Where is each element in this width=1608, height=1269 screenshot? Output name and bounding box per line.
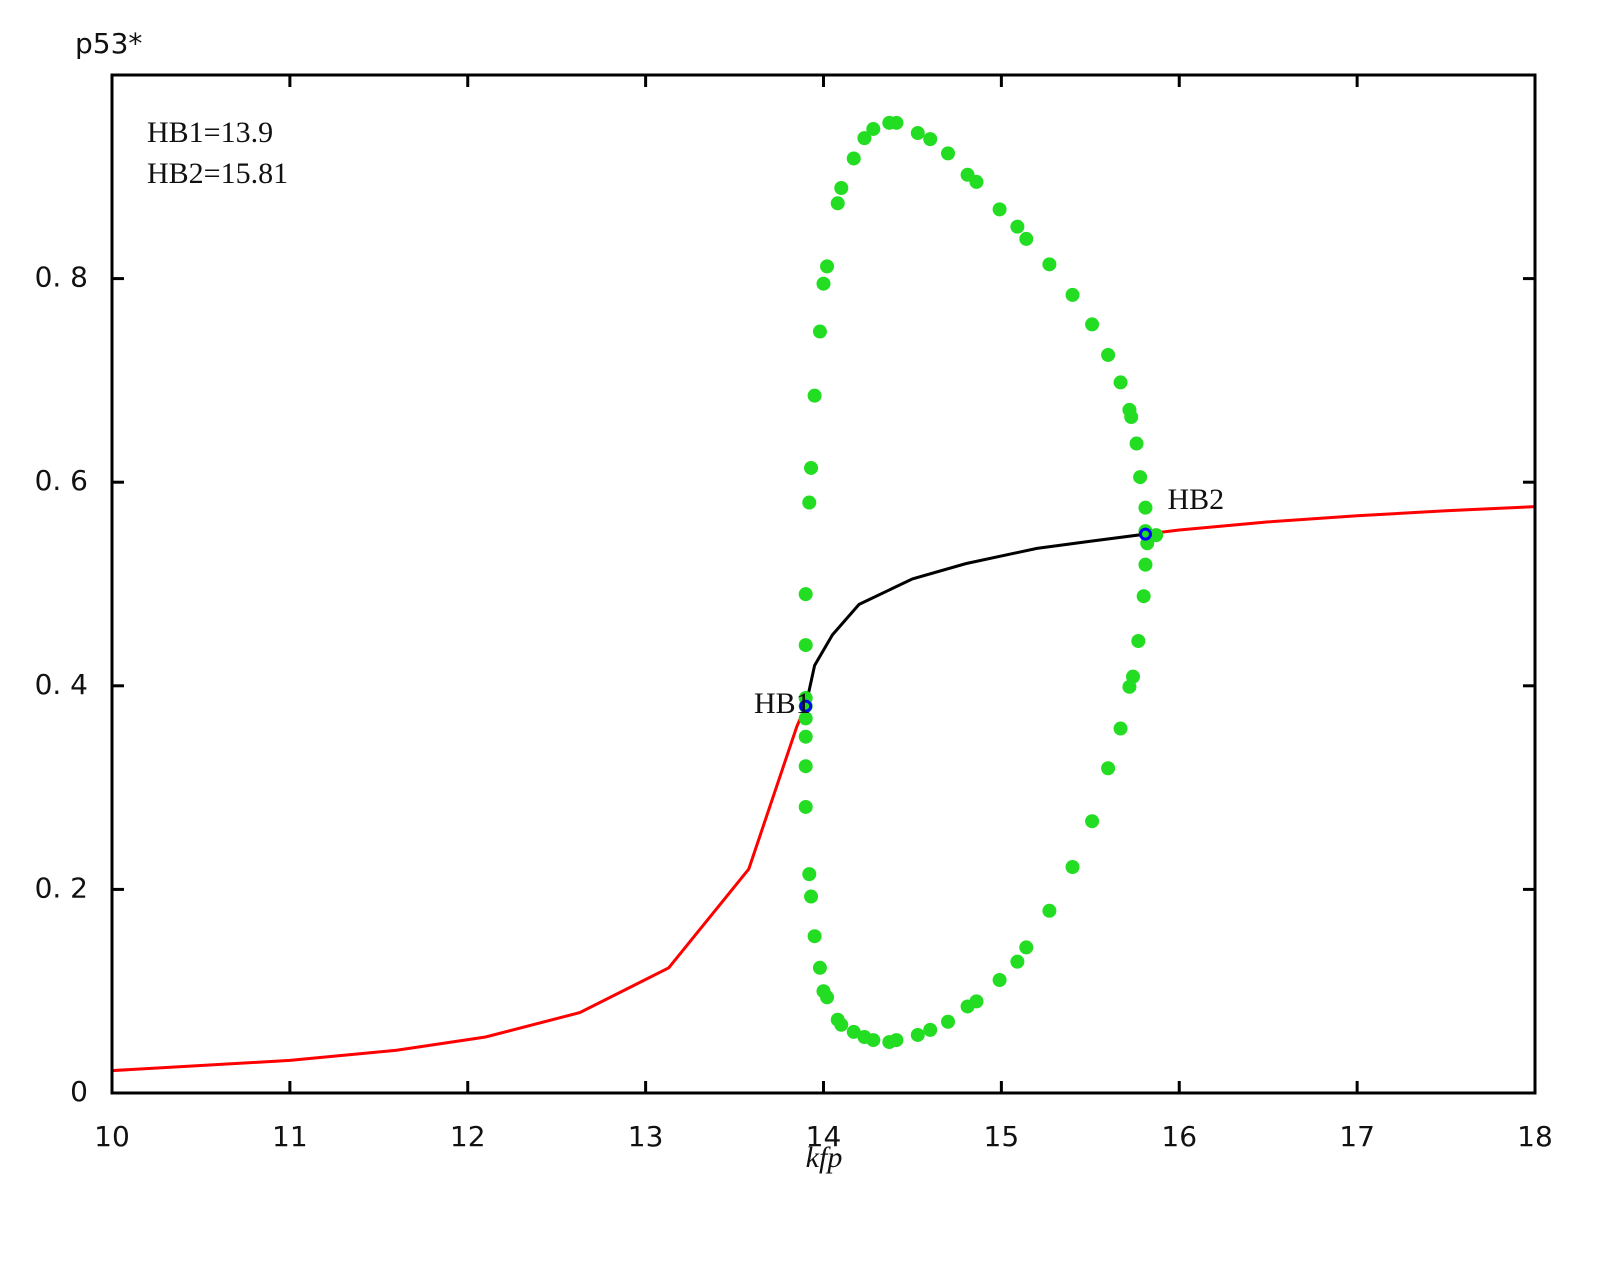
cycle-point xyxy=(1042,257,1057,272)
cycle-point xyxy=(804,889,819,904)
cycle-point xyxy=(1085,814,1100,829)
cycle-point xyxy=(802,867,817,882)
y-tick-label: 0 xyxy=(70,1075,88,1108)
hopf-label: HB2 xyxy=(1167,483,1224,516)
cycle-point xyxy=(857,131,872,146)
x-tick-label: 16 xyxy=(1161,1120,1197,1153)
cycle-point xyxy=(812,324,827,339)
x-tick-label: 13 xyxy=(628,1120,664,1153)
y-axis-label: p53* xyxy=(75,27,142,60)
cycle-point xyxy=(857,1030,872,1045)
cycle-point xyxy=(941,146,956,161)
cycle-point xyxy=(1113,721,1128,736)
cycle-point xyxy=(834,180,849,195)
cycle-point xyxy=(846,151,861,166)
cycle-point xyxy=(960,999,975,1014)
x-tick-label: 12 xyxy=(450,1120,486,1153)
cycle-point xyxy=(820,259,835,274)
cycle-point xyxy=(1010,954,1025,969)
y-tick-label: 0. 6 xyxy=(35,464,88,497)
cycle-point xyxy=(802,495,817,510)
cycle-point xyxy=(830,1012,845,1027)
cycle-point xyxy=(923,132,938,147)
cycle-point xyxy=(969,174,984,189)
annotation: HB1=13.9 xyxy=(147,116,273,149)
cycle-point xyxy=(1010,219,1025,234)
branch-line xyxy=(1145,505,1536,536)
x-tick-label: 14 xyxy=(806,1120,842,1153)
plot-frame xyxy=(110,73,1537,1095)
cycle-point xyxy=(798,711,813,726)
cycle-point xyxy=(798,759,813,774)
cycle-point xyxy=(1085,317,1100,332)
cycle-point xyxy=(941,1014,956,1029)
cycle-point xyxy=(816,984,831,999)
branch-line xyxy=(111,705,808,1073)
annotation: HB2=15.81 xyxy=(147,157,288,190)
cycle-point xyxy=(882,1035,897,1050)
cycle-point xyxy=(1149,528,1164,543)
x-tick-label: 18 xyxy=(1517,1120,1553,1153)
cycle-point xyxy=(1124,410,1139,425)
cycle-point xyxy=(798,638,813,653)
cycle-point xyxy=(798,799,813,814)
cycle-point xyxy=(1065,860,1080,875)
cycle-point xyxy=(910,126,925,141)
cycle-point xyxy=(992,202,1007,217)
cycle-point xyxy=(830,196,845,211)
cycle-point xyxy=(992,973,1007,988)
cycle-point xyxy=(889,115,904,130)
hopf-point xyxy=(1138,527,1152,541)
x-tick-label: 17 xyxy=(1339,1120,1375,1153)
x-axis-label: kfp xyxy=(806,1141,843,1174)
cycle-point xyxy=(1101,761,1116,776)
y-tick-label: 0. 4 xyxy=(35,668,88,701)
cycle-point xyxy=(1138,557,1153,572)
hopf-point xyxy=(799,699,813,713)
cycle-point xyxy=(804,460,819,475)
cycle-point xyxy=(812,960,827,975)
x-tick-label: 11 xyxy=(272,1120,308,1153)
y-tick-label: 0. 2 xyxy=(35,871,88,904)
hopf-label: HB1 xyxy=(754,687,811,720)
cycle-point xyxy=(1113,375,1128,390)
cycle-point xyxy=(816,276,831,291)
cycle-point xyxy=(846,1024,861,1039)
cycle-point xyxy=(923,1022,938,1037)
cycle-point xyxy=(1131,634,1146,649)
cycle-point xyxy=(807,388,822,403)
cycle-point xyxy=(1133,470,1148,485)
cycle-point xyxy=(1138,500,1153,515)
cycle-point xyxy=(1122,679,1137,694)
x-tick-label: 15 xyxy=(984,1120,1020,1153)
branch-line xyxy=(804,532,1146,707)
cycle-point xyxy=(1101,347,1116,362)
cycle-point xyxy=(1042,903,1057,918)
cycle-point xyxy=(910,1027,925,1042)
cycle-point xyxy=(1136,589,1151,604)
y-tick-label: 0. 8 xyxy=(35,261,88,294)
cycle-point xyxy=(1019,231,1034,246)
x-tick-label: 10 xyxy=(94,1120,130,1153)
cycle-point xyxy=(866,121,881,136)
cycle-point xyxy=(1019,940,1034,955)
cycle-point xyxy=(1065,287,1080,302)
cycle-point xyxy=(798,729,813,744)
cycle-point xyxy=(807,929,822,944)
cycle-point xyxy=(798,587,813,602)
cycle-point xyxy=(1129,436,1144,451)
